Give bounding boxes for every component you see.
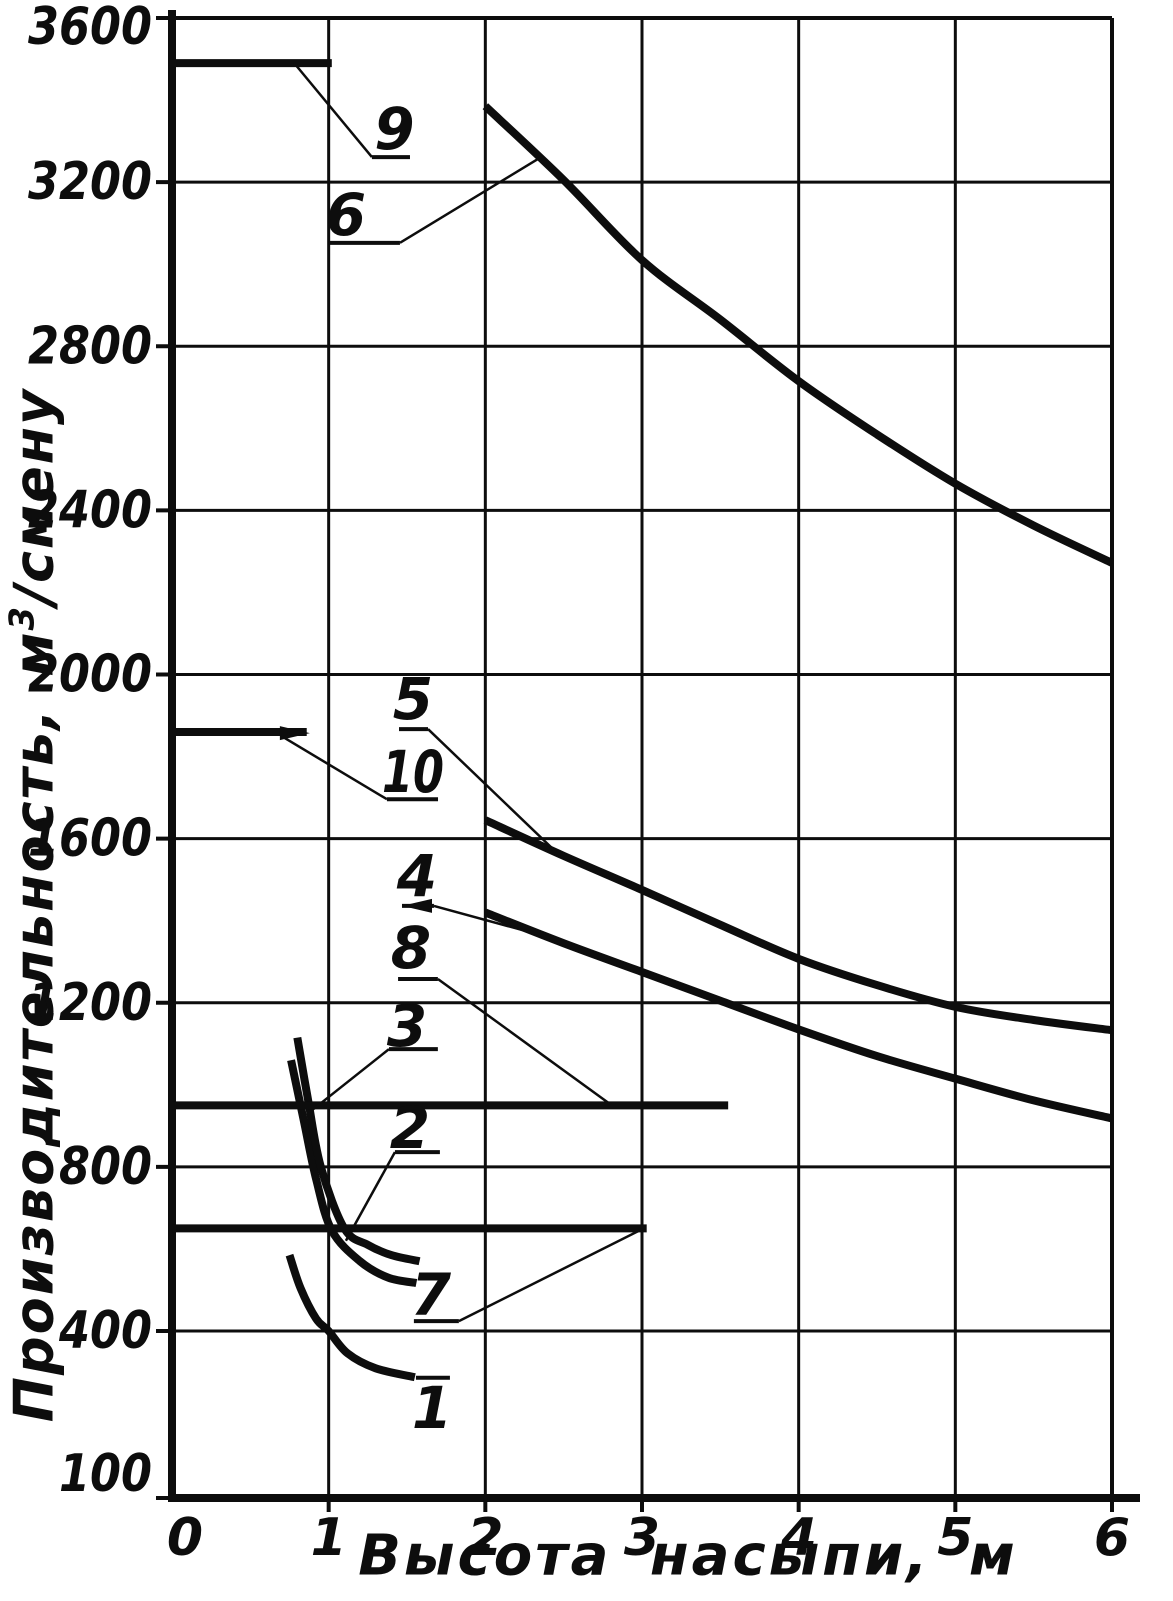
curve-label-1: 1: [412, 1374, 452, 1442]
curve-label-6: 6: [326, 181, 366, 249]
y-tick-label-800: 800: [59, 1137, 152, 1197]
leader-line-10: [284, 737, 388, 801]
y-tick-label-2000: 2000: [28, 645, 152, 705]
y-axis-title-superscript: 3: [2, 604, 43, 631]
x-axis-title: Высота насыпи, м: [358, 1523, 1018, 1589]
y-tick-label-400: 400: [58, 1301, 152, 1361]
leader-line-5: [427, 728, 557, 853]
leader-line-7: [458, 1228, 643, 1323]
y-tick-label-1200: 1200: [28, 973, 152, 1033]
leader-arrowhead-10: [279, 726, 310, 741]
x-tick-label-3: 3: [624, 1508, 660, 1568]
y-axis-title-text: Производительность, м: [2, 630, 66, 1423]
x-tick-label-6: 6: [1094, 1508, 1130, 1568]
curve-label-5: 5: [393, 665, 433, 733]
y-tick-label-3200: 3200: [28, 152, 152, 212]
x-tick-label-1: 1: [311, 1508, 347, 1568]
x-tick-label-0: 0: [167, 1508, 203, 1568]
y-tick-label-2800: 2800: [28, 316, 152, 376]
curve-label-4: 4: [396, 842, 437, 910]
y-tick-label-3600: 3600: [28, 0, 152, 57]
curve-1: [285, 1253, 416, 1382]
curve-label-2: 2: [390, 1094, 430, 1162]
y-tick-label-2400: 2400: [28, 480, 152, 540]
leader-arrowhead-4: [401, 898, 432, 913]
x-tick-label-4: 4: [780, 1508, 817, 1568]
curve-label-3: 3: [387, 992, 427, 1060]
leader-line-8: [437, 977, 612, 1106]
x-tick-label-5: 5: [937, 1508, 973, 1568]
curve-label-7: 7: [411, 1261, 452, 1329]
curve-label-10: 10: [382, 738, 444, 806]
leader-line-2: [344, 1151, 397, 1242]
curve-6: [482, 103, 1114, 567]
leader-line-6: [399, 155, 543, 244]
leader-line-4: [433, 904, 552, 940]
y-tick-label-1600: 1600: [28, 809, 152, 869]
y-tick-label-100: 100: [59, 1444, 152, 1504]
y-axis-title-units: /смену: [2, 387, 66, 605]
curve-label-8: 8: [391, 914, 431, 982]
leader-line-3: [312, 1048, 390, 1111]
curve-label-9: 9: [374, 95, 414, 163]
leader-line-9: [293, 62, 373, 158]
x-tick-label-2: 2: [467, 1508, 503, 1568]
curve-4: [483, 908, 1113, 1123]
curve-5: [483, 816, 1113, 1035]
y-axis-title: Производительность, м3/смену: [3, 388, 66, 1423]
